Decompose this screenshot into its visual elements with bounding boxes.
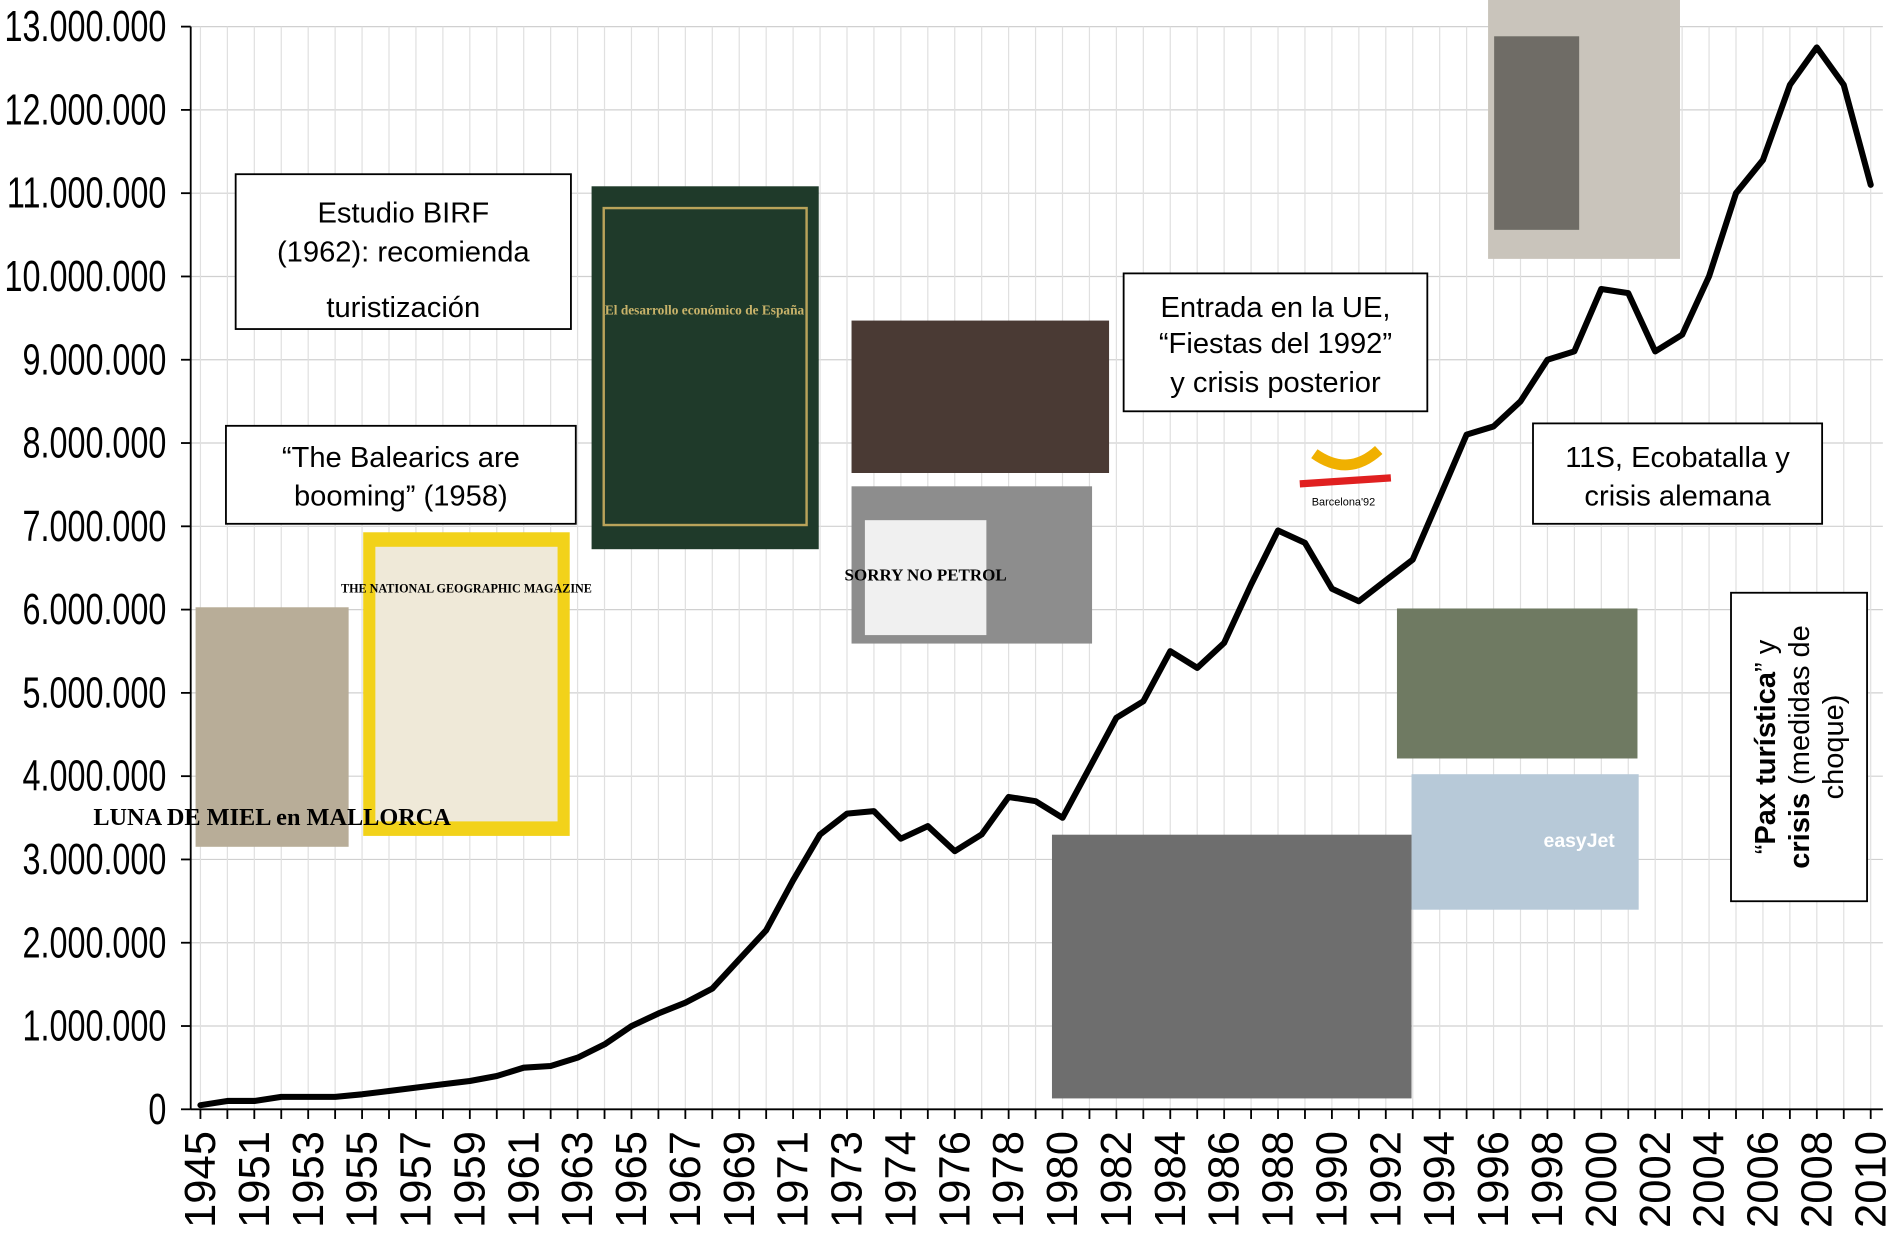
y-tick-label: 6.000.000 [22, 586, 166, 635]
photo-signing [1051, 834, 1412, 1099]
photos: LUNA DE MIEL en MALLORCA THE NATIONAL GE… [93, 0, 1680, 1099]
y-tick-label: 2.000.000 [22, 919, 166, 968]
y-tick-label: 3.000.000 [22, 835, 166, 884]
annotation-part: “ [1750, 845, 1782, 855]
annotation-text: Estudio BIRF [317, 198, 489, 230]
x-tick-label: 2006 [1738, 1131, 1787, 1228]
x-tick-label: 1967 [661, 1131, 710, 1228]
annotation-box [1532, 422, 1824, 525]
x-tick-label: 1988 [1254, 1131, 1303, 1228]
photo-newspaper-pic [1494, 36, 1580, 230]
annotation-text: (1962): recomienda [277, 236, 531, 268]
annotation-part: choque) [1818, 695, 1850, 800]
x-tick-label: 1996 [1469, 1131, 1518, 1228]
x-tick-label: 1963 [553, 1131, 602, 1228]
x-tick-label: 1957 [391, 1131, 440, 1228]
photo-text: Barcelona'92 [1312, 497, 1375, 509]
photo-magazine-inner [375, 546, 558, 822]
photo-text: THE NATIONAL GEOGRAPHIC MAGAZINE [341, 582, 592, 596]
y-tick-label: 12.000.000 [4, 86, 166, 135]
annotation-text: “Fiestas del 1992” [1159, 328, 1392, 360]
x-tick-label: 2000 [1577, 1131, 1626, 1228]
x-tick-label: 2004 [1685, 1131, 1734, 1228]
x-tick-label: 2008 [1792, 1131, 1841, 1228]
x-tick-label: 1998 [1523, 1131, 1572, 1228]
annotation-part: crisis [1784, 793, 1816, 869]
x-tick-label: 1953 [284, 1131, 333, 1228]
x-tick-label: 1965 [607, 1131, 656, 1228]
x-tick-label: 1969 [715, 1131, 764, 1228]
x-tick-label: 1992 [1361, 1131, 1410, 1228]
annotation-text: 11S, Ecobatalla y [1565, 442, 1790, 474]
x-tick-label: 1994 [1415, 1131, 1464, 1228]
photo-text: LUNA DE MIEL en MALLORCA [93, 804, 451, 831]
y-tick-label: 4.000.000 [22, 752, 166, 801]
annotations: Estudio BIRF (1962): recomienda turistizac… [225, 173, 1868, 903]
x-tick-label: 1984 [1146, 1131, 1195, 1228]
annotation-text: “The Balearics are [282, 442, 520, 474]
photo-text: easyJet [1544, 830, 1616, 852]
x-tick-label: 1961 [499, 1131, 548, 1228]
x-tick-label: 1945 [176, 1131, 225, 1228]
photo-leaders [851, 320, 1110, 473]
annotation-part: ” y [1750, 639, 1782, 672]
x-tick-label: 1982 [1092, 1131, 1141, 1228]
logo-barcelona-stripe [1299, 474, 1392, 488]
annotation-text: crisis (medidas de [1784, 625, 1816, 869]
x-tick-label: 1976 [930, 1131, 979, 1228]
x-tick-label: 1973 [822, 1131, 871, 1228]
logo-barcelona [1311, 445, 1383, 471]
y-tick-label: 8.000.000 [22, 419, 166, 468]
x-tick-label: 1959 [445, 1131, 494, 1228]
photo-petrol-sign [864, 520, 987, 636]
annotation-box [234, 173, 572, 330]
y-tick-label: 7.000.000 [22, 502, 166, 551]
x-tick-label: 1978 [984, 1131, 1033, 1228]
annotation-box [1730, 591, 1868, 903]
x-tick-label: 2002 [1631, 1131, 1680, 1228]
y-tick-label: 13.000.000 [4, 3, 166, 52]
annotation-text: turistización [326, 292, 480, 324]
axes: 0 1.000.000 2.000.000 3.000.000 4.000.000 5.0… [4, 3, 1895, 1228]
x-tick-label: 1974 [876, 1131, 925, 1228]
x-tick-label: 1990 [1307, 1131, 1356, 1228]
annotation-box [1122, 272, 1429, 413]
x-tick-label: 1951 [230, 1131, 279, 1228]
annotation-box [225, 424, 577, 525]
photo-poster [195, 607, 349, 847]
annotation-text: choque) [1818, 695, 1850, 800]
annotation-text: Entrada en la UE, [1160, 292, 1390, 324]
y-tick-label: 5.000.000 [22, 669, 166, 718]
y-tick-label: 10.000.000 [4, 252, 166, 301]
y-tick-label: 0 [148, 1085, 166, 1134]
annotation-part: Pax turística [1750, 671, 1782, 844]
x-tick-label: 1980 [1038, 1131, 1087, 1228]
annotation-part: (medidas de [1784, 625, 1816, 793]
y-tick-label: 11.000.000 [7, 169, 167, 218]
y-tick-label: 1.000.000 [22, 1002, 166, 1051]
photo-airport [1396, 608, 1638, 759]
photo-book-frame [602, 206, 808, 527]
series-line [197, 44, 1874, 1109]
x-tick-label: 1955 [338, 1131, 387, 1228]
annotation-text: crisis alemana [1584, 481, 1771, 513]
photo-text: SORRY NO PETROL [845, 566, 1007, 585]
x-tick-label: 1986 [1200, 1131, 1249, 1228]
photo-book [591, 186, 819, 550]
annotation-text: y crisis posterior [1170, 367, 1381, 399]
y-tick-label: 9.000.000 [22, 336, 166, 385]
annotation-text: “Pax turística” y [1750, 639, 1782, 854]
x-tick-label: 1971 [769, 1131, 818, 1228]
photo-planes [1411, 774, 1639, 910]
annotation-text: booming” (1958) [294, 481, 508, 513]
x-tick-label: 2010 [1846, 1131, 1895, 1228]
photo-text: El desarrollo económico de España [605, 303, 805, 318]
